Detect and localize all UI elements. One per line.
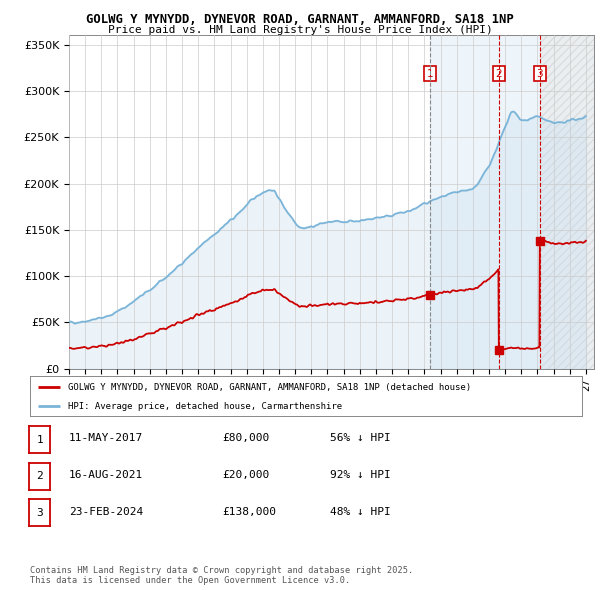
Text: 11-MAY-2017: 11-MAY-2017 (69, 434, 143, 443)
Text: 2: 2 (496, 69, 502, 78)
Text: 48% ↓ HPI: 48% ↓ HPI (330, 507, 391, 516)
Text: 16-AUG-2021: 16-AUG-2021 (69, 470, 143, 480)
Text: Price paid vs. HM Land Registry's House Price Index (HPI): Price paid vs. HM Land Registry's House … (107, 25, 493, 35)
Text: GOLWG Y MYNYDD, DYNEVOR ROAD, GARNANT, AMMANFORD, SA18 1NP (detached house): GOLWG Y MYNYDD, DYNEVOR ROAD, GARNANT, A… (68, 382, 470, 392)
Text: 3: 3 (536, 69, 543, 78)
Text: 56% ↓ HPI: 56% ↓ HPI (330, 434, 391, 443)
Bar (540, 35, 594, 369)
Text: £20,000: £20,000 (222, 470, 269, 480)
Text: HPI: Average price, detached house, Carmarthenshire: HPI: Average price, detached house, Carm… (68, 402, 341, 411)
Text: 3: 3 (36, 508, 43, 518)
Text: 23-FEB-2024: 23-FEB-2024 (69, 507, 143, 516)
Text: 1: 1 (427, 69, 434, 78)
Text: GOLWG Y MYNYDD, DYNEVOR ROAD, GARNANT, AMMANFORD, SA18 1NP: GOLWG Y MYNYDD, DYNEVOR ROAD, GARNANT, A… (86, 13, 514, 26)
Bar (540, 35, 594, 369)
Text: £80,000: £80,000 (222, 434, 269, 443)
Text: 2: 2 (36, 471, 43, 481)
Text: £138,000: £138,000 (222, 507, 276, 516)
Text: 1: 1 (36, 435, 43, 445)
Text: 92% ↓ HPI: 92% ↓ HPI (330, 470, 391, 480)
Bar (430, 35, 594, 369)
Text: Contains HM Land Registry data © Crown copyright and database right 2025.
This d: Contains HM Land Registry data © Crown c… (30, 566, 413, 585)
